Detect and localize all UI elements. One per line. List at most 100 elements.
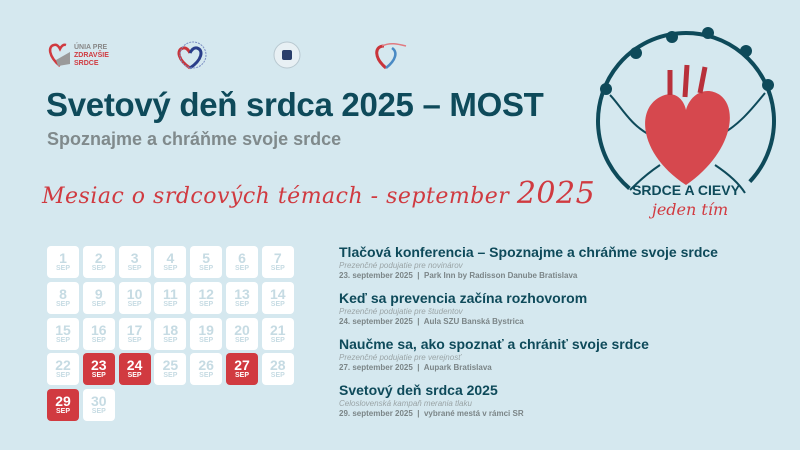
unia-pre-zdravsie-srdce-logo: ÚNIA PRE ZDRAVŠIE SRDCE — [46, 40, 116, 74]
calendar-day-25: 25 SEP — [154, 353, 187, 386]
calendar-day-18: 18 SEP — [154, 317, 187, 350]
event-title: Svetový deň srdca 2025 — [339, 382, 498, 398]
month-banner: Mesiac o srdcových témach - september 20… — [42, 176, 596, 211]
event-title: Naučme sa, ako spoznať a chrániť svoje s… — [339, 336, 649, 352]
event-item: Svetový deň srdca 2025 Celoslovenská kamp… — [339, 382, 759, 419]
calendar-day-6: 6 SEP — [226, 246, 258, 278]
calendar-day-8: 8 SEP — [47, 281, 79, 314]
day-number: 23 — [91, 357, 107, 374]
day-month: SEP — [199, 336, 214, 344]
day-number: 2 — [94, 250, 103, 266]
calendar-day-7: 7 SEP — [261, 246, 294, 278]
event-subtitle: Prezenčné podujatie pre študentov — [339, 307, 463, 316]
day-number: 7 — [273, 250, 282, 266]
calendar-day-1: 1 SEP — [47, 246, 79, 278]
calendar-day-17: 17 SEP — [118, 317, 151, 350]
day-month: SEP — [55, 265, 70, 272]
day-month: SEP — [55, 372, 70, 380]
event-info: 27. september 2025 | Aupark Bratislava — [339, 363, 492, 372]
calendar-day-10: 10 SEP — [118, 281, 151, 314]
university-seal-logo — [272, 40, 302, 74]
day-number: 6 — [238, 250, 246, 266]
calendar-day-14: 14 SEP — [261, 281, 294, 314]
day-month: SEP — [270, 300, 285, 308]
event-subtitle: Celoslovenská kampaň merania tlaku — [339, 399, 472, 408]
calendar-day-24: 24 SEP — [118, 353, 151, 386]
day-month: SEP — [91, 265, 106, 272]
day-number: 13 — [234, 285, 250, 302]
day-number: 19 — [198, 321, 214, 338]
day-number: 26 — [198, 357, 214, 374]
day-month: SEP — [163, 336, 178, 344]
svg-text:jeden tím: jeden tím — [649, 200, 728, 219]
day-month: SEP — [199, 372, 214, 380]
day-month: SEP — [91, 372, 106, 380]
heart-society-logo — [174, 40, 208, 74]
day-number: 12 — [198, 285, 214, 302]
day-number: 5 — [202, 250, 211, 266]
day-number: 9 — [94, 285, 103, 302]
calendar-day-3: 3 SEP — [118, 246, 151, 278]
day-month: SEP — [234, 265, 249, 272]
day-number: 28 — [270, 357, 286, 374]
calendar-day-5: 5 SEP — [190, 246, 223, 278]
calendar-day-16: 16 SEP — [82, 317, 115, 350]
calendar-day-28: 28 SEP — [261, 353, 294, 386]
day-month: SEP — [127, 300, 142, 308]
srdce-a-cievy-badge: SRDCE A CIEVY jeden tím — [596, 27, 776, 219]
calendar-day-13: 13 SEP — [226, 281, 258, 314]
day-month: SEP — [270, 336, 285, 344]
event-info: 24. september 2025 | Aula SZU Banská Bys… — [339, 317, 524, 326]
calendar-day-30: 30 SEP — [82, 389, 115, 422]
day-number: 3 — [130, 250, 139, 266]
calendar-day-12: 12 SEP — [190, 281, 223, 314]
day-month: SEP — [91, 408, 106, 416]
day-number: 24 — [126, 357, 143, 374]
calendar-day-22: 22 SEP — [47, 353, 79, 386]
event-title: Tlačová konferencia – Spoznajme a chráňm… — [339, 244, 718, 260]
page-subtitle: Spoznajme a chráňme svoje srdce — [47, 129, 342, 149]
day-month: SEP — [199, 265, 214, 272]
day-month: SEP — [234, 300, 249, 308]
day-month: SEP — [163, 265, 178, 272]
partner-logos: ÚNIA PRE ZDRAVŠIE SRDCE — [46, 40, 426, 76]
day-month: SEP — [270, 372, 285, 380]
event-item: Tlačová konferencia – Spoznajme a chráňm… — [339, 244, 759, 281]
day-number: 4 — [166, 250, 175, 266]
day-number: 11 — [162, 285, 178, 302]
day-month: SEP — [127, 336, 142, 344]
day-number: 29 — [55, 393, 71, 410]
day-month: SEP — [234, 336, 249, 344]
day-month: SEP — [163, 300, 178, 308]
event-info: 29. september 2025 | vybrané mestá v rám… — [339, 409, 524, 418]
event-info: 23. september 2025 | Park Inn by Radisso… — [339, 271, 578, 280]
day-month: SEP — [234, 372, 249, 380]
calendar-day-11: 11 SEP — [154, 281, 187, 314]
event-list: Tlačová konferencia – Spoznajme a chráňm… — [339, 244, 759, 428]
svg-text:SRDCE A CIEVY: SRDCE A CIEVY — [632, 182, 741, 198]
calendar-day-4: 4 SEP — [154, 246, 187, 278]
day-month: SEP — [55, 336, 70, 344]
day-number: 22 — [55, 357, 71, 374]
day-month: SEP — [55, 300, 70, 308]
day-number: 14 — [270, 285, 286, 302]
calendar-day-23: 23 SEP — [82, 353, 115, 386]
calendar-day-9: 9 SEP — [82, 281, 115, 314]
day-number: 25 — [162, 357, 179, 374]
event-item: Keď sa prevencia začína rozhovorom Prezen… — [339, 290, 759, 327]
day-number: 16 — [91, 321, 107, 338]
day-number: 10 — [126, 285, 143, 302]
calendar-day-2: 2 SEP — [82, 246, 115, 278]
day-number: 8 — [59, 285, 67, 302]
day-number: 1 — [59, 250, 67, 266]
day-month: SEP — [91, 336, 106, 344]
calendar-day-21: 21 SEP — [261, 317, 294, 350]
day-number: 21 — [270, 321, 286, 338]
calendar-day-29: 29 SEP — [47, 389, 79, 422]
day-month: SEP — [127, 372, 142, 380]
calendar-day-20: 20 SEP — [226, 317, 258, 350]
event-subtitle: Prezenčné podujatie pre novinárov — [339, 261, 463, 270]
day-number: 27 — [234, 357, 250, 374]
event-item: Naučme sa, ako spoznať a chrániť svoje s… — [339, 336, 759, 373]
day-number: 17 — [126, 321, 143, 338]
